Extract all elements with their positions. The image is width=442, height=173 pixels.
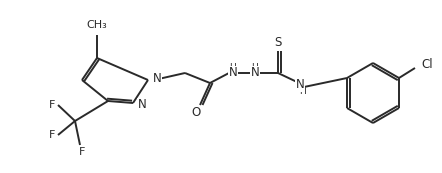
Text: N: N: [138, 98, 147, 112]
Text: N: N: [153, 71, 162, 84]
Text: H: H: [230, 62, 236, 71]
Text: N: N: [296, 79, 305, 92]
Text: N: N: [229, 66, 237, 80]
Text: CH₃: CH₃: [87, 20, 107, 30]
Text: H: H: [251, 62, 259, 71]
Text: F: F: [79, 147, 85, 157]
Text: H: H: [299, 88, 305, 97]
Text: S: S: [274, 37, 282, 49]
Text: O: O: [191, 107, 201, 120]
Text: F: F: [49, 130, 55, 140]
Text: Cl: Cl: [421, 58, 433, 71]
Text: N: N: [251, 66, 259, 80]
Text: F: F: [49, 100, 55, 110]
